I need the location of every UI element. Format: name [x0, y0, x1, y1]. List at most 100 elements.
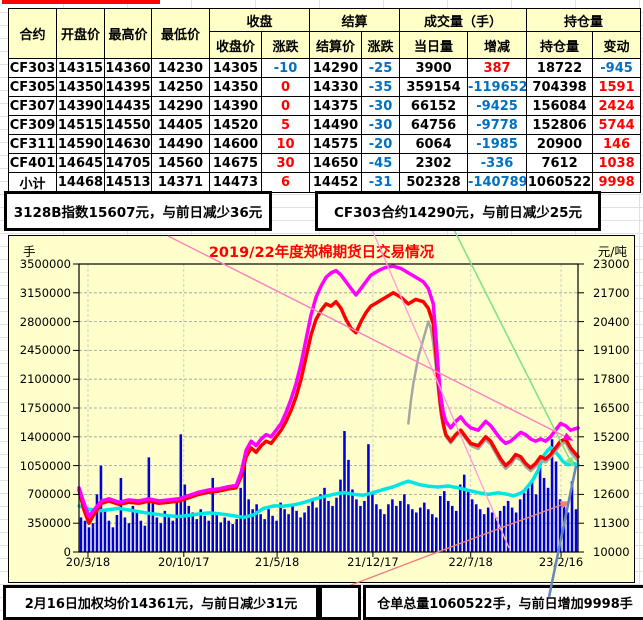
- table-row: CF307 14390 14435 14290 14390 0 14375 -30 66152-…: [8, 96, 642, 116]
- left-axis-tick-label: 1050000: [19, 458, 71, 473]
- value-cell: 14315: [56, 58, 105, 78]
- value-cell: 2424: [592, 96, 642, 116]
- right-axis-unit-label: 元/吨: [597, 244, 627, 259]
- left-axis-tick-label: 2100000: [19, 372, 71, 387]
- warehouse-receipt-summary-box: 仓单总量1060522手，与前日增加9998手: [363, 585, 643, 620]
- cf303-summary-box: CF303合约14290元，与前日减少25元: [315, 191, 601, 231]
- right-axis-tick-label: 19100: [593, 343, 630, 358]
- value-cell: 14630: [104, 134, 152, 154]
- index-summary-box: 3128B指数15607元，与前日减少36元: [4, 191, 272, 231]
- value-cell: 14360: [104, 58, 152, 78]
- value-cell: 14250: [151, 77, 210, 97]
- subheader-volume-change: 增减: [467, 31, 528, 59]
- weighted-avg-summary-box: 2月16日加权均价14361元，与前日减少31元: [3, 585, 319, 620]
- value-cell: 502328: [399, 172, 469, 193]
- value-cell: -30: [361, 96, 401, 116]
- value-cell: 14590: [56, 134, 105, 154]
- value-cell: 30: [260, 153, 311, 173]
- col-header-contract: 合约: [8, 8, 57, 59]
- col-group-close: 收盘: [208, 8, 311, 32]
- value-cell: 1038: [592, 153, 642, 173]
- left-axis-tick-label: 3150000: [19, 285, 71, 300]
- value-cell: -140789: [467, 172, 528, 193]
- value-cell: 14600: [209, 134, 262, 154]
- table-row: CF309 14515 14550 14405 14520 5 14490 -30 64756-…: [8, 115, 642, 135]
- empty-box: [319, 585, 361, 620]
- contract-cell: CF303: [8, 58, 57, 78]
- value-cell: -119652: [467, 77, 528, 97]
- right-axis-tick-label: 12600: [593, 487, 630, 502]
- value-cell: 14490: [151, 134, 210, 154]
- value-cell: -9778: [467, 115, 528, 135]
- index-summary-text: 3128B指数15607元，与前日减少36元: [13, 205, 263, 221]
- value-cell: 9998: [592, 172, 642, 193]
- value-cell: 14290: [309, 58, 363, 78]
- value-cell: 14435: [104, 96, 152, 116]
- right-axis-tick-label: 16500: [593, 401, 630, 415]
- x-axis-tick-label: 21/5/18: [254, 555, 300, 569]
- subheader-close-change: 涨跌: [260, 31, 311, 59]
- right-axis-tick-label: 21700: [593, 285, 630, 300]
- table-row: CF305 14350 14395 14250 14350 0 14330 -35 359154…: [8, 77, 642, 97]
- right-axis-tick-label: 10000: [593, 545, 630, 559]
- contract-cell: CF307: [8, 96, 57, 116]
- value-cell: 14350: [209, 77, 262, 97]
- value-cell: 146: [592, 134, 642, 154]
- warehouse-receipt-summary-text: 仓单总量1060522手，与前日增加9998手: [377, 597, 633, 612]
- left-axis-unit-label: 手: [23, 244, 36, 259]
- col-header-high: 最高价: [104, 8, 152, 59]
- value-cell: 704398: [526, 77, 594, 97]
- left-axis-tick-label: 3500000: [19, 257, 71, 271]
- value-cell: 14330: [309, 77, 363, 97]
- value-cell: 14290: [151, 96, 210, 116]
- value-cell: 14650: [309, 153, 363, 173]
- left-axis-tick-label: 350000: [27, 516, 71, 531]
- subheader-settle-change: 涨跌: [361, 31, 401, 59]
- value-cell: 14490: [309, 115, 363, 135]
- contract-cell: CF305: [8, 77, 57, 97]
- value-cell: 2302: [399, 153, 469, 173]
- value-cell: -30: [361, 115, 401, 135]
- value-cell: 14513: [104, 172, 152, 193]
- value-cell: 152806: [526, 115, 594, 135]
- value-cell: 14395: [104, 77, 152, 97]
- contract-cell: 小计: [8, 172, 57, 193]
- x-axis-tick-label: 20/10/17: [157, 555, 210, 569]
- left-axis-tick-label: 700000: [27, 487, 71, 502]
- subheader-close-price: 收盘价: [209, 31, 262, 59]
- value-cell: -31: [361, 172, 401, 193]
- value-cell: 14645: [56, 153, 105, 173]
- value-cell: 14230: [151, 58, 210, 78]
- value-cell: 5: [260, 115, 311, 135]
- value-cell: 156084: [526, 96, 594, 116]
- value-cell: 14390: [56, 96, 105, 116]
- subheader-oi: 持仓量: [526, 31, 594, 59]
- value-cell: 14473: [209, 172, 262, 193]
- right-axis-tick-label: 13900: [593, 458, 630, 473]
- value-cell: 14390: [209, 96, 262, 116]
- plot-svg: [73, 263, 584, 557]
- daily-trading-chart: 2019/22年度郑棉期货日交易情况 手 元/吨 3500000 3150000 2…: [8, 235, 635, 583]
- value-cell: -1985: [467, 134, 528, 154]
- subheader-settle-price: 结算价: [309, 31, 363, 59]
- weighted-avg-summary-text: 2月16日加权均价14361元，与前日减少31元: [24, 597, 298, 612]
- cf303-summary-text: CF303合约14290元，与前日减少25元: [333, 205, 583, 221]
- value-cell: -25: [361, 58, 401, 78]
- table-row: CF401 14645 14705 14560 14675 30 14650 -45 2302-…: [8, 153, 642, 173]
- value-cell: 387: [467, 58, 528, 78]
- x-axis-tick-label: 20/3/18: [65, 555, 111, 569]
- chart-title: 2019/22年度郑棉期货日交易情况: [208, 245, 435, 261]
- contract-cell: CF401: [8, 153, 57, 173]
- daily-volume-bars: [79, 431, 578, 552]
- value-cell: -20: [361, 134, 401, 154]
- value-cell: -9425: [467, 96, 528, 116]
- value-cell: 7612: [526, 153, 594, 173]
- left-axis-tick-label: 1400000: [19, 429, 71, 444]
- value-cell: 6064: [399, 134, 469, 154]
- quotes-table-body: CF303 14315 14360 14230 14305 -10 14290 -25 3900…: [8, 58, 642, 193]
- value-cell: 64756: [399, 115, 469, 135]
- col-header-low: 最低价: [151, 8, 210, 59]
- left-axis-tick-label: 1750000: [19, 401, 71, 415]
- value-cell: 18722: [526, 58, 594, 78]
